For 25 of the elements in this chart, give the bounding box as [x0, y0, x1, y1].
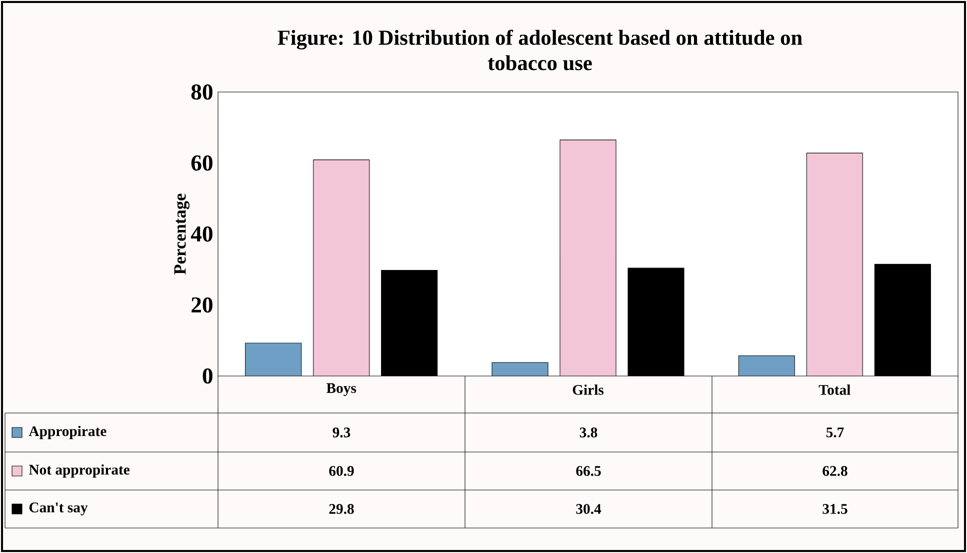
legend-label: Can't say [29, 502, 88, 516]
x-tick-label: Boys [326, 383, 356, 396]
x-tick-label: Girls [572, 384, 604, 395]
data-label: 5.7 [826, 428, 844, 438]
legend-label: Appropirate [28, 426, 106, 440]
y-tick-label: 0 [202, 368, 212, 384]
data-label: 29.8 [329, 504, 354, 514]
y-tick-label: 60 [191, 155, 212, 171]
bar [560, 140, 616, 376]
data-label: 62.8 [822, 466, 848, 476]
bar [806, 152, 863, 376]
data-label: 9.3 [332, 428, 350, 438]
bar [313, 160, 370, 376]
y-tick-label: 40 [190, 226, 212, 242]
data-label: 66.5 [576, 466, 601, 476]
data-label: 31.5 [822, 504, 848, 514]
data-label: 30.4 [576, 504, 602, 514]
x-tick-label: Total [818, 384, 850, 395]
y-axis-title: Percentage [174, 194, 190, 274]
data-label: 60.9 [329, 466, 354, 476]
chart-title: Figure: 10 Distribution of adolescent based on attitude on tobacco use [278, 30, 802, 70]
y-tick-label: 20 [192, 297, 212, 313]
y-tick-label: 80 [191, 84, 212, 100]
legend-label: Not appropirate [28, 464, 130, 478]
data-label: 3.8 [580, 428, 598, 438]
